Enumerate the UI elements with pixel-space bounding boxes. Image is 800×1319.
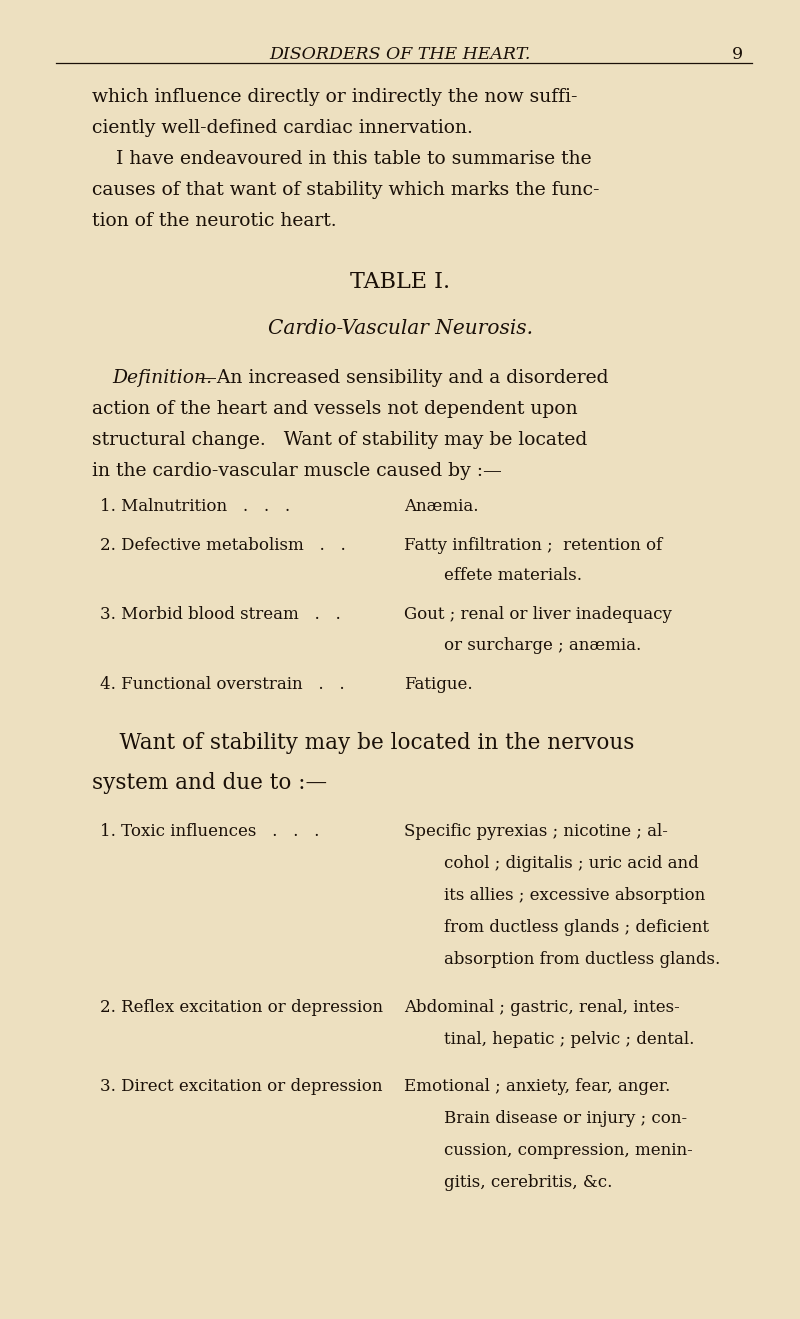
Text: gitis, cerebritis, &c.: gitis, cerebritis, &c. (444, 1174, 612, 1191)
Text: 9: 9 (732, 46, 743, 63)
Text: in the cardio-vascular muscle caused by :—: in the cardio-vascular muscle caused by … (92, 462, 502, 480)
Text: absorption from ductless glands.: absorption from ductless glands. (444, 951, 720, 968)
Text: 1. Toxic influences   .   .   .: 1. Toxic influences . . . (100, 823, 319, 840)
Text: its allies ; excessive absorption: its allies ; excessive absorption (444, 886, 706, 904)
Text: tion of the neurotic heart.: tion of the neurotic heart. (92, 212, 337, 231)
Text: which influence directly or indirectly the now suffi-: which influence directly or indirectly t… (92, 88, 578, 107)
Text: 2. Defective metabolism   .   .: 2. Defective metabolism . . (100, 537, 346, 554)
Text: or surcharge ; anæmia.: or surcharge ; anæmia. (444, 637, 642, 654)
Text: Emotional ; anxiety, fear, anger.: Emotional ; anxiety, fear, anger. (404, 1079, 670, 1096)
Text: from ductless glands ; deficient: from ductless glands ; deficient (444, 919, 709, 936)
Text: Definition.: Definition. (112, 369, 212, 386)
Text: Want of stability may be located in the nervous: Want of stability may be located in the … (92, 732, 634, 754)
Text: Abdominal ; gastric, renal, intes-: Abdominal ; gastric, renal, intes- (404, 998, 680, 1016)
Text: structural change.   Want of stability may be located: structural change. Want of stability may… (92, 431, 587, 448)
Text: causes of that want of stability which marks the func-: causes of that want of stability which m… (92, 181, 599, 199)
Text: Fatigue.: Fatigue. (404, 675, 473, 692)
Text: Gout ; renal or liver inadequacy: Gout ; renal or liver inadequacy (404, 607, 672, 624)
Text: —An increased sensibility and a disordered: —An increased sensibility and a disorder… (198, 369, 609, 386)
Text: effete materials.: effete materials. (444, 567, 582, 584)
Text: 3. Morbid blood stream   .   .: 3. Morbid blood stream . . (100, 607, 341, 624)
Text: Anæmia.: Anæmia. (404, 497, 478, 514)
Text: Specific pyrexias ; nicotine ; al-: Specific pyrexias ; nicotine ; al- (404, 823, 668, 840)
Text: 4. Functional overstrain   .   .: 4. Functional overstrain . . (100, 675, 345, 692)
Text: action of the heart and vessels not dependent upon: action of the heart and vessels not depe… (92, 400, 578, 418)
Text: Fatty infiltration ;  retention of: Fatty infiltration ; retention of (404, 537, 662, 554)
Text: cussion, compression, menin-: cussion, compression, menin- (444, 1142, 693, 1159)
Text: I have endeavoured in this table to summarise the: I have endeavoured in this table to summ… (92, 150, 592, 169)
Text: DISORDERS OF THE HEART.: DISORDERS OF THE HEART. (270, 46, 530, 63)
Text: tinal, hepatic ; pelvic ; dental.: tinal, hepatic ; pelvic ; dental. (444, 1030, 694, 1047)
Text: ciently well-defined cardiac innervation.: ciently well-defined cardiac innervation… (92, 119, 473, 137)
Text: 2. Reflex excitation or depression: 2. Reflex excitation or depression (100, 998, 383, 1016)
Text: 3. Direct excitation or depression: 3. Direct excitation or depression (100, 1079, 382, 1096)
Text: Brain disease or injury ; con-: Brain disease or injury ; con- (444, 1111, 687, 1128)
Text: cohol ; digitalis ; uric acid and: cohol ; digitalis ; uric acid and (444, 855, 698, 872)
Text: system and due to :—: system and due to :— (92, 772, 327, 794)
Text: TABLE I.: TABLE I. (350, 272, 450, 293)
Text: 1. Malnutrition   .   .   .: 1. Malnutrition . . . (100, 497, 290, 514)
Text: Cardio-Vascular Neurosis.: Cardio-Vascular Neurosis. (267, 319, 533, 338)
